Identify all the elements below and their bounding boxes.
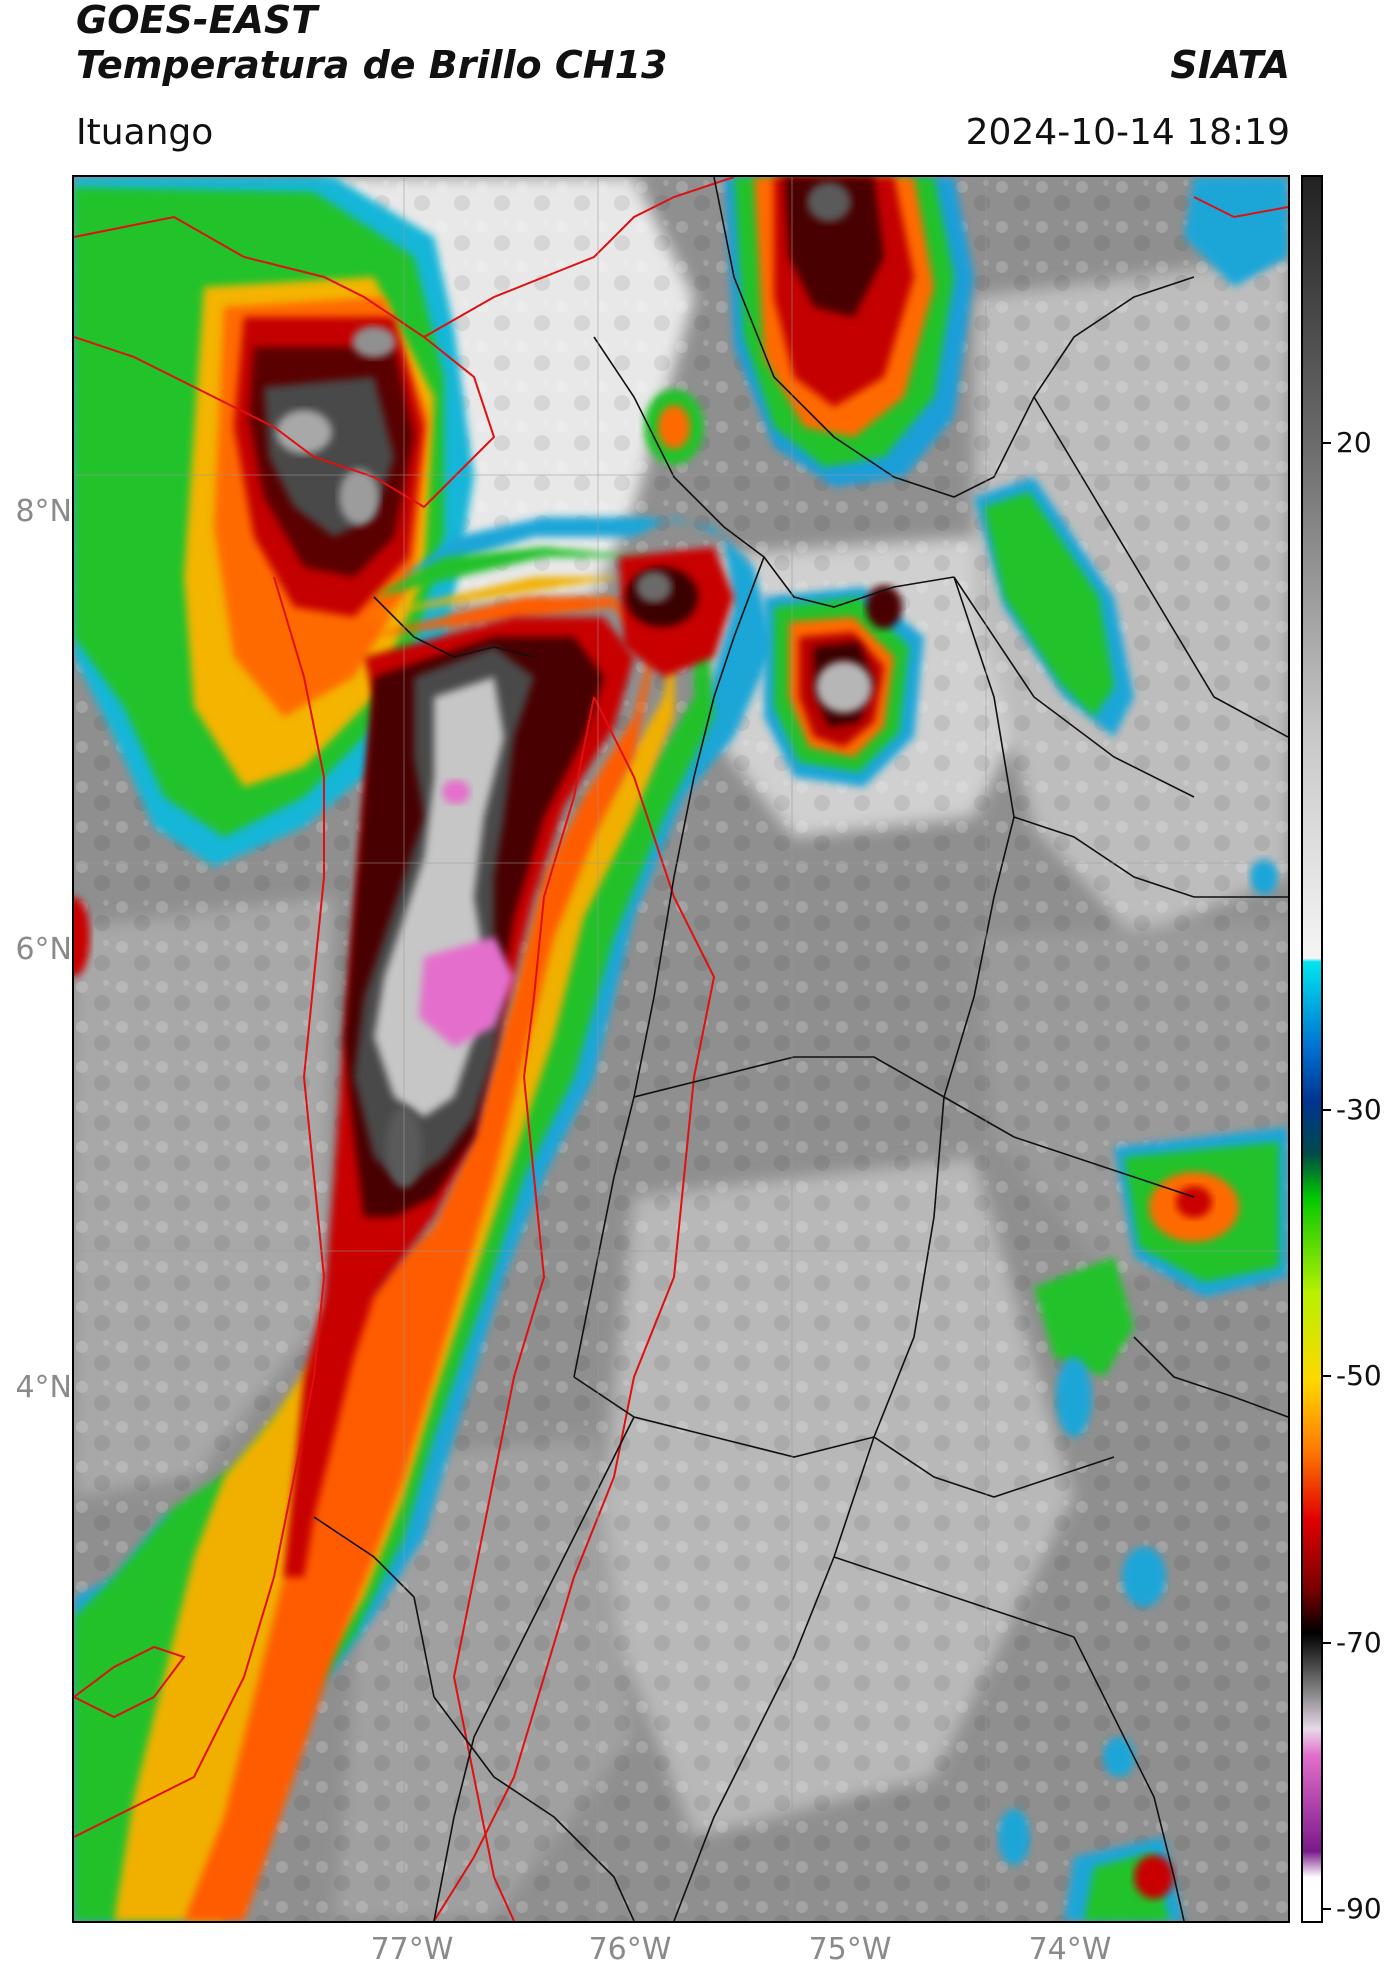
storm-east-cell — [764, 585, 924, 787]
colorbar-label-minus90: -90 — [1336, 1892, 1382, 1925]
product-title: Temperatura de Brillo CH13 — [76, 43, 668, 87]
lon-label-76w: 76°W — [588, 1932, 672, 1967]
satellite-map[interactable] — [72, 175, 1290, 1923]
colorbar-label-minus30: -30 — [1336, 1093, 1382, 1126]
colorbar-label-minus70: -70 — [1336, 1626, 1382, 1659]
department-borders — [313, 177, 1288, 1921]
colorbar-tick-20 — [1323, 442, 1331, 444]
storm-west-edge — [74, 897, 90, 977]
graticule — [74, 177, 1288, 1921]
colorbar-label-20: 20 — [1336, 426, 1372, 459]
storm-north — [724, 177, 974, 487]
storm-central-yellow — [114, 577, 674, 1921]
datetime-label: 2024-10-14 18:19 — [965, 112, 1290, 153]
lon-label-77w: 77°W — [370, 1932, 454, 1967]
storm-ituango-cell — [619, 547, 734, 677]
lon-label-74w: 74°W — [1028, 1932, 1112, 1967]
storm-central-line — [74, 517, 774, 1921]
storm-east-lower — [998, 859, 1288, 1921]
lat-label-4n: 4°N — [15, 1370, 72, 1405]
lon-label-75w: 75°W — [808, 1932, 892, 1967]
colorbar-label-minus50: -50 — [1336, 1359, 1382, 1392]
lat-label-6n: 6°N — [15, 932, 72, 967]
colorbar-tick-minus70 — [1323, 1642, 1331, 1644]
colorbar — [1301, 175, 1323, 1923]
location-label: Ituango — [76, 112, 214, 153]
colorbar-tick-minus50 — [1323, 1375, 1331, 1377]
storm-small-north — [644, 389, 704, 465]
satellite-title: GOES-EAST — [76, 0, 318, 42]
lat-label-8n: 8°N — [15, 494, 72, 529]
storm-central-core-pink — [419, 937, 514, 1047]
colorbar-tick-minus90 — [1323, 1908, 1331, 1910]
storm-central-orange — [184, 597, 654, 1921]
storm-northeast-band — [974, 177, 1288, 737]
brand-label: SIATA — [1170, 43, 1290, 87]
country-borders — [74, 177, 1288, 1921]
colorbar-tick-minus30 — [1323, 1109, 1331, 1111]
